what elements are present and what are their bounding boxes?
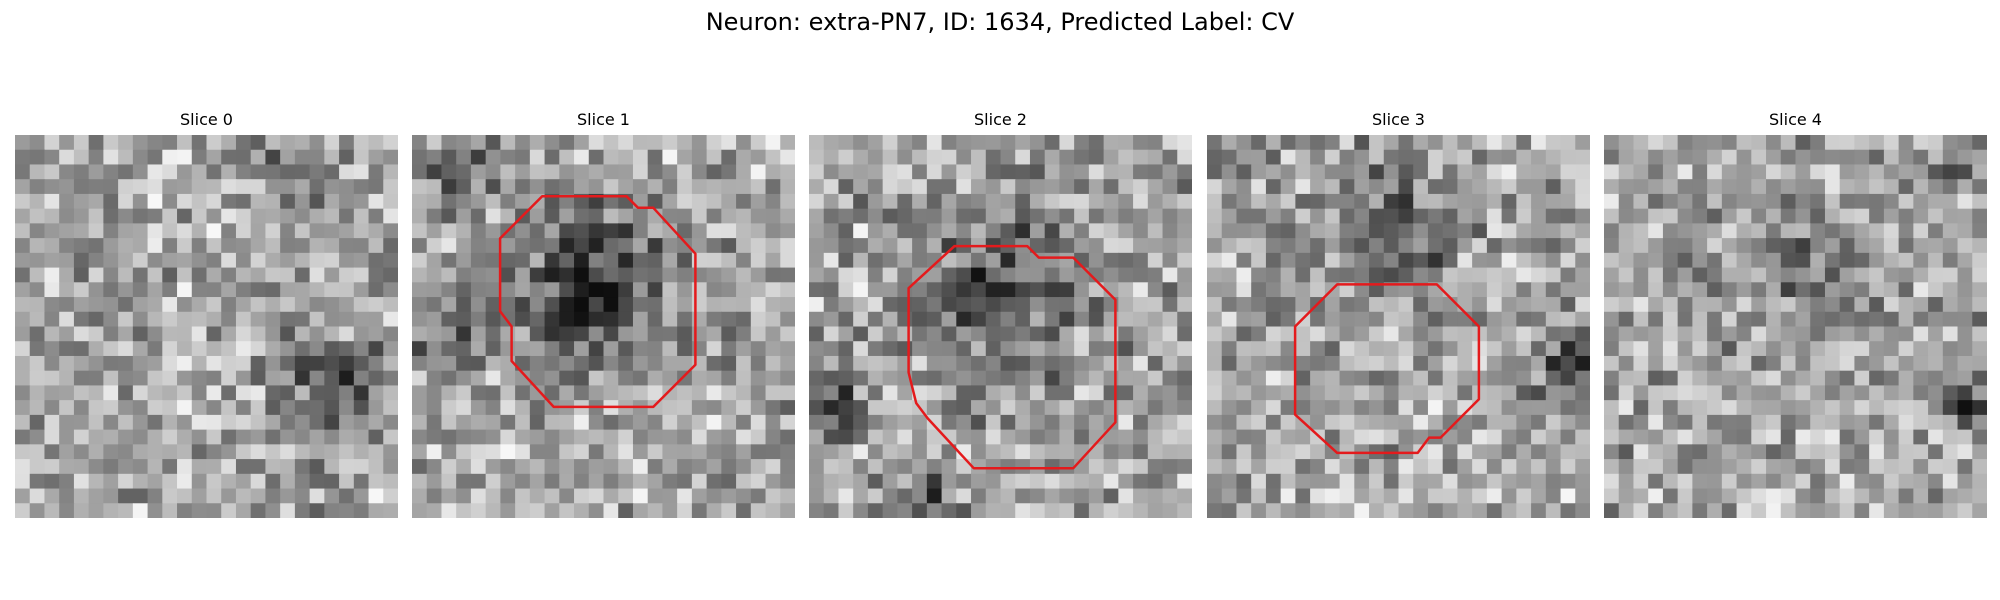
slice-title: Slice 2 bbox=[974, 110, 1027, 129]
neuron-contour bbox=[1293, 283, 1481, 455]
slice-image bbox=[1604, 135, 1987, 518]
slice-title: Slice 3 bbox=[1372, 110, 1425, 129]
slice-panel-3: Slice 3 bbox=[1207, 110, 1590, 518]
slice-image bbox=[412, 135, 795, 518]
slice-image bbox=[1207, 135, 1590, 518]
figure-title: Neuron: extra-PN7, ID: 1634, Predicted L… bbox=[705, 8, 1295, 36]
slice-panel-1: Slice 1 bbox=[412, 110, 795, 518]
slice-panel-2: Slice 2 bbox=[809, 110, 1192, 518]
slice-title: Slice 4 bbox=[1769, 110, 1822, 129]
slice-panel-4: Slice 4 bbox=[1604, 110, 1987, 518]
slice-title: Slice 0 bbox=[180, 110, 233, 129]
neuron-contour bbox=[498, 195, 697, 409]
slice-image bbox=[15, 135, 398, 518]
neuron-contour bbox=[907, 244, 1117, 470]
slice-panel-0: Slice 0 bbox=[15, 110, 398, 518]
slice-title: Slice 1 bbox=[577, 110, 630, 129]
slice-image bbox=[809, 135, 1192, 518]
